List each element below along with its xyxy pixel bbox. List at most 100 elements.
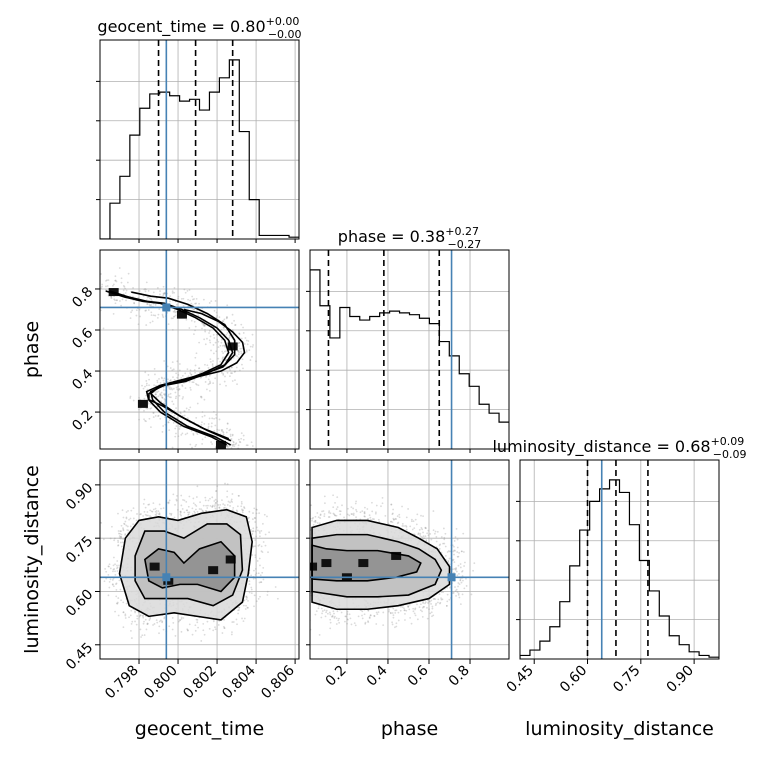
sample-point [251, 333, 254, 336]
sample-point [440, 597, 442, 600]
sample-point [167, 323, 170, 326]
sample-point [123, 523, 126, 526]
sample-point [194, 503, 197, 506]
sample-point [235, 509, 238, 512]
sample-point [236, 510, 239, 513]
sample-point [369, 614, 372, 617]
sample-point [146, 303, 149, 305]
sample-point [156, 391, 159, 394]
sample-point [219, 503, 222, 506]
sample-point [125, 511, 128, 513]
sample-point [224, 506, 226, 509]
sample-point [248, 520, 251, 523]
sample-point [382, 624, 385, 627]
sample-point [223, 318, 226, 321]
sample-point [390, 503, 393, 506]
sample-point [253, 605, 255, 608]
sample-point [241, 617, 243, 620]
sample-point [225, 333, 228, 336]
sample-point [438, 593, 441, 596]
sample-point [250, 441, 253, 444]
sample-point [181, 384, 184, 387]
density-peak [215, 440, 226, 449]
sample-point [210, 300, 213, 303]
sample-point [456, 538, 459, 541]
sample-point [306, 608, 308, 610]
sample-point [146, 407, 149, 410]
sample-point [232, 440, 235, 443]
sample-point [302, 594, 304, 596]
sample-point [238, 606, 241, 609]
sample-point [102, 538, 105, 541]
sample-point [127, 509, 129, 512]
sample-point [170, 514, 173, 516]
sample-point [169, 386, 171, 389]
sample-point [415, 523, 418, 526]
sample-point [453, 561, 456, 564]
hist-bar [120, 176, 130, 239]
sample-point [457, 585, 459, 588]
sample-point [328, 510, 331, 513]
sample-point [321, 610, 324, 612]
sample-point [304, 603, 306, 605]
title-lower-error: −0.09 [713, 448, 747, 461]
sample-point [442, 591, 445, 593]
sample-point [384, 514, 387, 517]
sample-point [455, 527, 458, 530]
sample-point [344, 615, 347, 618]
sample-point [185, 318, 188, 321]
sample-point [129, 614, 132, 617]
sample-point [346, 622, 349, 625]
sample-point [231, 509, 234, 512]
sample-point [221, 632, 224, 634]
sample-point [171, 388, 174, 391]
sample-point [194, 371, 197, 374]
sample-point [183, 410, 186, 413]
sample-point [135, 309, 138, 312]
sample-point [152, 291, 155, 294]
hist-bar [629, 525, 639, 659]
sample-point [138, 408, 140, 411]
sample-point [184, 291, 187, 294]
sample-point [396, 515, 399, 518]
sample-point [120, 599, 122, 602]
sample-point [132, 507, 135, 510]
sample-point [161, 431, 164, 433]
sample-point [118, 267, 121, 269]
panel-luminosity-distance-vs-phase-frame [309, 459, 510, 660]
hist-bar [659, 616, 669, 659]
sample-point [431, 605, 434, 608]
sample-point [448, 598, 451, 601]
hist-bar [370, 316, 380, 449]
sample-point [189, 369, 192, 372]
sample-point [182, 617, 185, 619]
sample-point [194, 629, 197, 632]
sample-point [120, 524, 123, 527]
sample-point [130, 609, 133, 612]
sample-point [182, 297, 185, 300]
sample-point [424, 535, 427, 538]
sample-point [305, 575, 307, 577]
sample-point [260, 550, 263, 553]
sample-point [226, 490, 229, 493]
sample-point [145, 380, 148, 382]
sample-point [160, 507, 162, 510]
sample-point [117, 544, 120, 547]
title-upper-error: +0.00 [266, 15, 300, 28]
sample-point [203, 414, 206, 417]
sample-point [247, 606, 249, 609]
sample-point [125, 602, 128, 605]
hist-geocent-time-bars [100, 40, 299, 239]
sample-point [141, 384, 143, 387]
sample-point [138, 290, 141, 292]
sample-point [163, 617, 166, 620]
sample-point [168, 419, 171, 422]
sample-point [220, 338, 223, 341]
sample-point [218, 429, 220, 432]
sample-point [431, 615, 433, 618]
sample-point [422, 602, 425, 604]
sample-point [334, 501, 336, 504]
sample-point [361, 617, 364, 620]
sample-point [225, 445, 228, 448]
sample-point [230, 366, 233, 369]
